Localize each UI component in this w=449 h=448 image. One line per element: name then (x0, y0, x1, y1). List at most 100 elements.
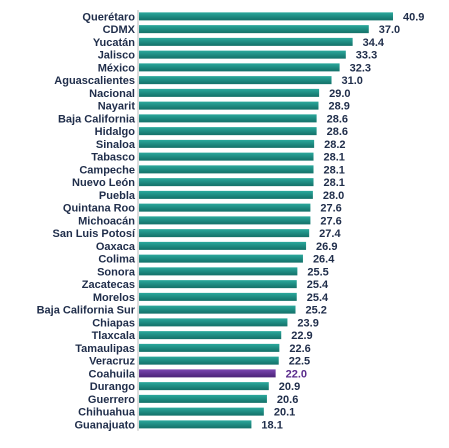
bar (139, 114, 317, 122)
value-label: 26.4 (313, 254, 335, 266)
bar (139, 204, 310, 212)
bar (139, 63, 340, 71)
category-label: México (98, 62, 136, 74)
category-label: Campeche (79, 164, 135, 176)
bar (139, 12, 393, 20)
bar (139, 242, 306, 250)
category-label: Nayarit (98, 101, 136, 113)
value-label: 28.9 (328, 101, 349, 113)
value-label: 37.0 (379, 24, 400, 36)
bar (139, 89, 319, 97)
category-label: Zacatecas (82, 279, 135, 291)
value-label: 18.1 (261, 419, 282, 431)
category-label: Querétaro (82, 11, 135, 23)
category-label: Baja California Sur (37, 305, 136, 317)
value-label: 28.1 (324, 177, 345, 189)
value-label: 22.6 (289, 343, 310, 355)
category-label: Morelos (93, 292, 135, 304)
bar (139, 38, 353, 46)
value-label: 23.9 (297, 317, 318, 329)
category-label: Coahuila (89, 368, 136, 380)
bar (139, 293, 297, 301)
category-label: Aguascalientes (54, 75, 135, 87)
value-label: 20.9 (279, 381, 300, 393)
category-label: Jalisco (98, 50, 136, 62)
value-label: 27.6 (320, 215, 341, 227)
bar (139, 357, 279, 365)
value-label: 27.4 (319, 228, 341, 240)
category-label: Guerrero (88, 394, 135, 406)
value-label: 28.2 (324, 139, 345, 151)
category-label: Nuevo León (72, 177, 135, 189)
value-label: 40.9 (403, 11, 424, 23)
bar (139, 408, 264, 416)
value-label: 28.6 (327, 126, 348, 138)
category-label: Yucatán (93, 37, 135, 49)
category-label: Michoacán (78, 215, 135, 227)
category-label: Tamaulipas (75, 343, 135, 355)
value-label: 31.0 (342, 75, 363, 87)
value-label: 25.5 (307, 266, 328, 278)
bar (139, 216, 310, 224)
category-label: Veracruz (89, 356, 135, 368)
bar (139, 51, 346, 59)
value-label: 22.0 (286, 368, 307, 380)
bar (139, 165, 314, 173)
bar (139, 127, 317, 135)
value-label: 28.6 (327, 113, 348, 125)
bar-highlight (139, 369, 276, 377)
category-label: Hidalgo (95, 126, 136, 138)
bar (139, 25, 369, 33)
bar (139, 229, 309, 237)
value-label: 20.6 (277, 394, 298, 406)
category-label: Tabasco (91, 152, 135, 164)
value-label: 33.3 (356, 50, 377, 62)
category-label: Guanajuato (74, 419, 135, 431)
bar (139, 178, 314, 186)
bar (139, 395, 267, 403)
category-label: Colima (98, 254, 136, 266)
bar (139, 331, 281, 339)
bar (139, 255, 303, 263)
bar (139, 140, 314, 148)
category-label: Oaxaca (96, 241, 136, 253)
category-label: Sinaloa (96, 139, 136, 151)
bar (139, 191, 313, 199)
value-label: 26.9 (316, 241, 337, 253)
bar (139, 382, 269, 390)
category-label: Chiapas (92, 317, 135, 329)
value-label: 34.4 (363, 37, 385, 49)
bar (139, 102, 318, 110)
value-label: 22.5 (289, 356, 310, 368)
category-label: Durango (90, 381, 136, 393)
value-label: 20.1 (274, 407, 295, 419)
bar (139, 420, 251, 428)
category-label: Sonora (97, 266, 136, 278)
category-label: Tlaxcala (92, 330, 136, 342)
value-label: 29.0 (329, 88, 350, 100)
bar (139, 267, 297, 275)
value-label: 22.9 (291, 330, 312, 342)
value-label: 28.0 (323, 190, 344, 202)
category-label: Quintana Roo (63, 203, 135, 215)
category-label: San Luis Potosí (52, 228, 135, 240)
category-label: Chihuahua (78, 407, 136, 419)
bar (139, 153, 314, 161)
bar (139, 76, 332, 84)
category-label: Puebla (99, 190, 136, 202)
value-label: 25.4 (307, 292, 329, 304)
value-label: 28.1 (324, 164, 345, 176)
value-label: 25.4 (307, 279, 329, 291)
bar (139, 344, 279, 352)
value-label: 27.6 (320, 203, 341, 215)
value-label: 28.1 (324, 152, 345, 164)
bar (139, 318, 287, 326)
value-label: 25.2 (306, 305, 327, 317)
value-label: 32.3 (350, 62, 371, 74)
bar (139, 280, 297, 288)
category-label: Nacional (89, 88, 135, 100)
category-label: CDMX (103, 24, 136, 36)
bar (139, 306, 296, 314)
